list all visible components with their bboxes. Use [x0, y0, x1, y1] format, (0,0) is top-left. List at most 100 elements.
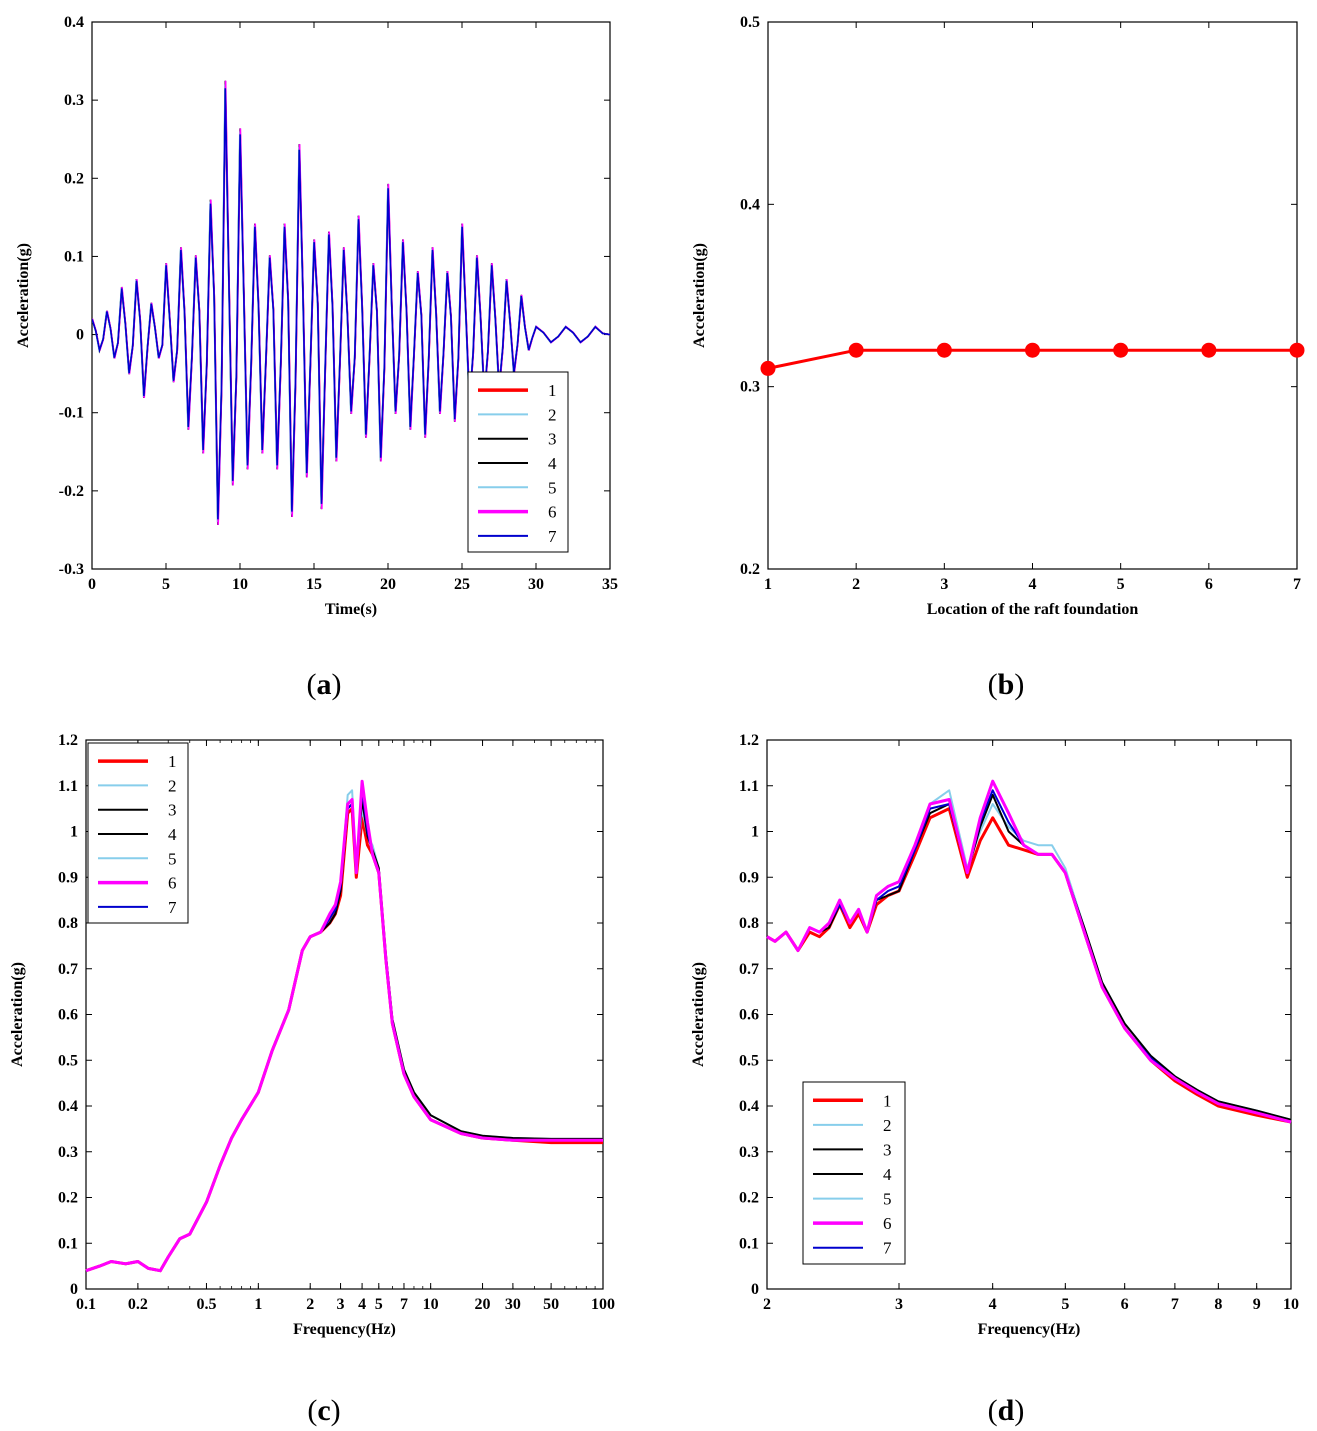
- series-6-line: [766, 779, 1292, 1124]
- legend-label-4: 4: [548, 454, 557, 473]
- x-axis-label: Frequency(Hz): [978, 1321, 1081, 1338]
- y-tick-label: 0: [751, 1281, 759, 1298]
- legend-label-2: 2: [168, 776, 177, 795]
- y-tick-label: 0.6: [58, 1007, 78, 1024]
- caption-d: (d): [988, 1394, 1025, 1427]
- y-tick-label: 0.3: [739, 1144, 759, 1161]
- panel-d: 2 3 4 5 6 7 8 9 10 0 0.1 0.2 0.3 0.4 0.5 0.6 0.7 0.8 0.9 1 1…: [690, 732, 1299, 1338]
- x-tick-label: 1: [254, 1296, 262, 1313]
- y-axis-label: Acceleration(g): [691, 243, 708, 348]
- x-tick-label: 10: [423, 1296, 439, 1313]
- legend-label-7: 7: [548, 527, 557, 546]
- peak-point-7: [1289, 342, 1305, 358]
- panel-a: 0 5 10 15 20 25 30 35-0.3-0.2-0.100.10.20.30.4T…: [15, 14, 618, 618]
- x-tick-label: 5: [1061, 1296, 1069, 1313]
- y-tick-label: 0.8: [739, 915, 759, 932]
- x-tick-label: 0: [88, 576, 96, 593]
- y-tick-label: 0.2: [739, 1190, 759, 1207]
- y-tick-label: 0.3: [58, 1144, 78, 1161]
- y-tick-label: 0.7: [739, 961, 759, 978]
- x-tick-label: 0.5: [196, 1296, 216, 1313]
- series-7-line: [92, 88, 610, 520]
- legend-label-5: 5: [883, 1190, 892, 1209]
- x-tick-label: 2: [852, 576, 860, 593]
- legend-label-2: 2: [883, 1116, 892, 1135]
- x-tick-label: 4: [989, 1296, 997, 1313]
- x-tick-label: 6: [1205, 576, 1213, 593]
- x-tick-label: 0.1: [76, 1296, 96, 1313]
- legend-label-4: 4: [168, 825, 177, 844]
- x-tick-label: 2: [763, 1296, 771, 1313]
- y-tick-label: -0.1: [59, 405, 84, 422]
- x-tick-label: 3: [337, 1296, 345, 1313]
- peak-point-5: [1113, 342, 1129, 358]
- x-tick-label: 9: [1253, 1296, 1261, 1313]
- x-tick-label: 4: [358, 1296, 366, 1313]
- x-tick-label: 10: [1283, 1296, 1299, 1313]
- y-tick-label: 0.3: [64, 92, 84, 109]
- x-axis-label: Frequency(Hz): [293, 1321, 396, 1338]
- legend-label-2: 2: [548, 405, 557, 424]
- legend-label-7: 7: [883, 1239, 892, 1258]
- y-tick-label: 0.4: [64, 14, 84, 31]
- x-tick-label: 2: [306, 1296, 314, 1313]
- legend-label-7: 7: [168, 898, 177, 917]
- legend-label-3: 3: [168, 801, 177, 820]
- caption-c: (c): [307, 1394, 340, 1427]
- peak-point-6: [1201, 342, 1217, 358]
- legend-label-6: 6: [883, 1214, 892, 1233]
- legend-label-1: 1: [168, 752, 177, 771]
- y-tick-label: 0.4: [739, 1098, 759, 1115]
- x-tick-label: 7: [1171, 1296, 1179, 1313]
- x-tick-label: 5: [162, 576, 170, 593]
- panel-b: 1 2 3 4 5 6 7 0.2 0.3 0.4 0.5 Location of the raft …: [691, 14, 1305, 618]
- y-tick-label: 0.5: [740, 14, 760, 31]
- y-tick-label: 0: [76, 327, 84, 344]
- x-tick-label: 4: [1029, 576, 1037, 593]
- y-tick-label: 1.2: [58, 732, 78, 749]
- plot-frame: [91, 21, 611, 570]
- y-tick-label: 1: [70, 824, 78, 841]
- x-tick-label: 10: [232, 576, 248, 593]
- y-tick-label: 0.4: [58, 1098, 78, 1115]
- y-tick-label: 1.1: [739, 778, 759, 795]
- y-axis-label: Acceleration(g): [690, 962, 707, 1067]
- y-tick-label: 0.9: [739, 869, 759, 886]
- x-tick-label: 0.2: [128, 1296, 148, 1313]
- y-tick-label: 0.7: [58, 961, 78, 978]
- x-tick-label: 100: [591, 1296, 615, 1313]
- peak-point-2: [848, 342, 864, 358]
- legend-label-3: 3: [548, 430, 557, 449]
- y-tick-label: 0: [70, 1281, 78, 1298]
- y-tick-label: 0.1: [739, 1235, 759, 1252]
- x-tick-label: 30: [528, 576, 544, 593]
- y-tick-label: 1: [751, 824, 759, 841]
- x-tick-label: 6: [1121, 1296, 1129, 1313]
- caption-a: (a): [307, 668, 342, 701]
- y-tick-label: 1.2: [739, 732, 759, 749]
- x-tick-label: 8: [1214, 1296, 1222, 1313]
- x-tick-label: 1: [764, 576, 772, 593]
- x-tick-label: 50: [543, 1296, 559, 1313]
- y-tick-label: 0.5: [58, 1052, 78, 1069]
- y-tick-label: 0.2: [58, 1190, 78, 1207]
- y-tick-label: 0.2: [64, 170, 84, 187]
- legend-label-5: 5: [548, 478, 557, 497]
- x-axis-label: Time(s): [325, 601, 377, 618]
- y-tick-label: 0.6: [739, 1007, 759, 1024]
- y-tick-label: 0.4: [740, 196, 760, 213]
- x-tick-label: 5: [1117, 576, 1125, 593]
- peak-point-1: [760, 360, 776, 376]
- panel-c: 0.1 0.2 0.5 1 2 3 4 5 7 10 20 30 50 10000.10.20.30.40…: [9, 732, 615, 1338]
- x-tick-label: 20: [380, 576, 396, 593]
- y-tick-label: 0.1: [58, 1235, 78, 1252]
- y-tick-label: 0.3: [740, 379, 760, 396]
- x-tick-label: 3: [940, 576, 948, 593]
- series-6-line: [85, 779, 603, 1273]
- legend-label-1: 1: [548, 381, 557, 400]
- y-tick-label: 0.1: [64, 248, 84, 265]
- peak-point-4: [1025, 342, 1040, 358]
- legend-label-5: 5: [168, 849, 177, 868]
